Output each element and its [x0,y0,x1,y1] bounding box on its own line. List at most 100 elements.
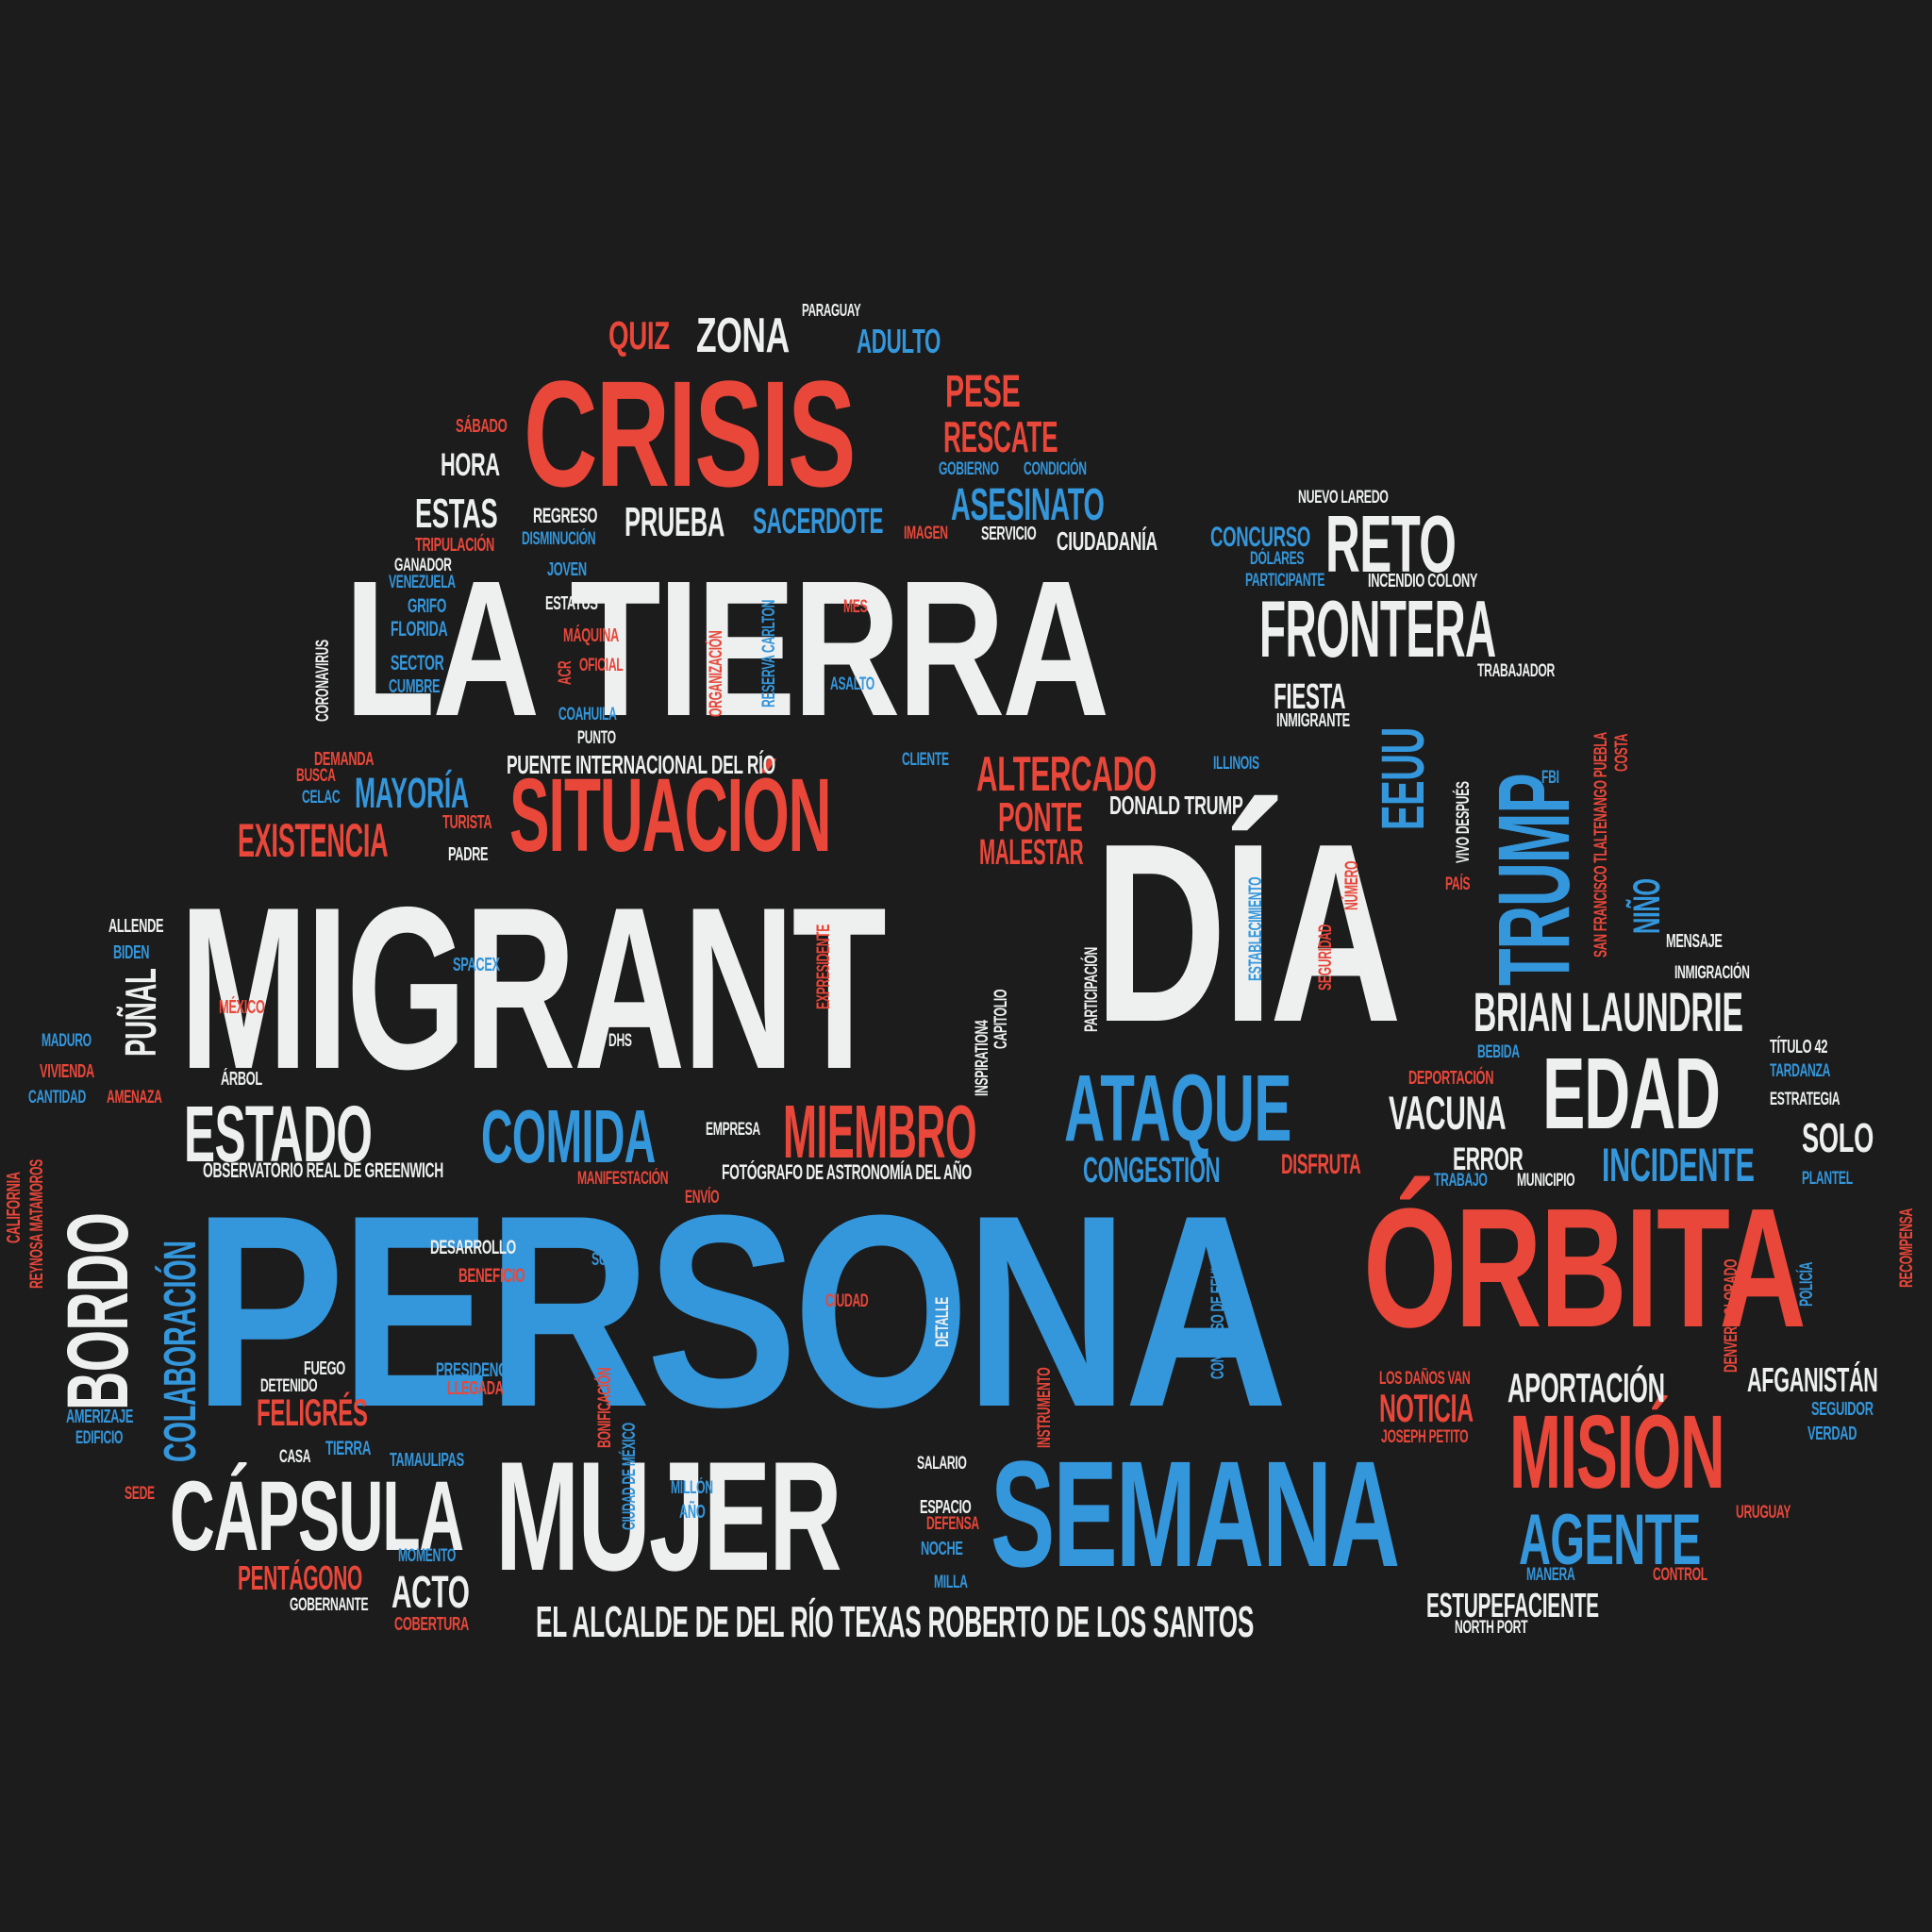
word-control: CONTROL [1653,1565,1707,1585]
word-amerizaje: AMERIZAJE [66,1407,134,1427]
word-ciudad: CIUDAD [825,1291,869,1311]
word-disminucion: DISMINUCIÓN [522,529,596,549]
word-acr: ACR [556,660,575,685]
word-aportacion: APORTACIÓN [1507,1365,1665,1411]
word-salario: SALARIO [917,1454,967,1474]
word-municipio: MUNICIPIO [1517,1171,1575,1191]
word-quiz: QUIZ [608,313,670,358]
word-ataque: ATAQUE [1064,1056,1291,1161]
word-prueba: PRUEBA [625,499,725,545]
word-bebida: BEBIDA [1477,1042,1520,1062]
word-reto: RETO [1325,500,1457,590]
word-joven: JOVEN [547,559,587,580]
word-regreso: REGRESO [533,504,598,527]
word-estupefaciente: ESTUPEFACIENTE [1426,1586,1599,1624]
word-padre: PADRE [448,844,489,865]
word-mes: MES [843,597,868,617]
word-pentagono: PENTÁGONO [238,1558,362,1597]
word-bordo: BORDO [50,1212,146,1410]
word-fbi: FBI [1541,768,1559,788]
word-acto: ACTO [391,1568,470,1618]
word-expresidente: EXPRESIDENTE [814,924,834,1009]
word-california: CALIFORNIA [4,1172,25,1243]
word-trabajo: TRABAJO [1434,1171,1488,1191]
word-participacion: PARTICIPACIÓN [1082,947,1102,1032]
word-tamaulipas: TAMAULIPAS [390,1450,464,1471]
word-fotografo: FOTÓGRAFO DE ASTRONOMÍA DEL AÑO [722,1160,972,1184]
word-vivo-despues: VIVO DESPUÉS [1454,781,1474,863]
word-hora: HORA [441,447,500,483]
word-dia: DÍA [1094,791,1402,1075]
word-cumbre: CUMBRE [389,676,441,697]
word-envio: ENVÍO [685,1188,720,1208]
word-eeuu: EEUU [1369,726,1437,830]
word-arbol: ÁRBOL [221,1069,262,1090]
word-orbita: ÓRBITA [1363,1174,1807,1363]
word-estado: ESTADO [184,1090,373,1178]
word-joseph-petito: JOSEPH PETITO [1381,1427,1469,1447]
word-agente: AGENTE [1519,1500,1701,1580]
word-policia: POLICÍA [1797,1261,1817,1307]
word-ciudad-mexico: CIUDAD DE MÉXICO [620,1423,640,1530]
word-participante: PARTICIPANTE [1245,571,1325,591]
word-san-francisco: SAN FRANCISCO TLALTENANGO PUEBLA [1591,732,1611,958]
word-uruguay: URUGUAY [1736,1503,1791,1523]
word-espacio: ESPACIO [920,1497,972,1518]
word-capsula: CÁPSULA [170,1461,464,1572]
word-dhs: DHS [608,1031,632,1051]
word-manera: MANERA [1526,1565,1575,1585]
word-edad: EDAD [1542,1036,1721,1150]
word-solo: SOLO [1802,1115,1874,1161]
word-nino: NIÑO [1626,878,1668,934]
word-milla: MILLA [934,1573,968,1592]
word-gobernante: GOBERNANTE [290,1595,369,1615]
word-inmigracion: INMIGRACIÓN [1674,963,1750,983]
word-feligres: FELIGRÉS [257,1392,368,1434]
word-inmigrante: INMIGRANTE [1276,710,1350,731]
word-edificio: EDIFICIO [75,1428,124,1448]
word-reynosa: REYNOSA MATAMOROS [27,1159,47,1289]
word-miembro: MIEMBRO [783,1090,977,1174]
word-maquina: MÁQUINA [563,625,619,646]
word-observatorio: OBSERVATORIO REAL DE GREENWICH [203,1158,443,1182]
word-ano: AÑO [679,1502,706,1523]
word-los-danos: LOS DAÑOS VAN [1379,1369,1471,1389]
word-llegada: LLEGADA [447,1378,504,1399]
word-disfruta: DISFRUTA [1281,1149,1361,1180]
word-incendio: INCENDIO COLONY [1368,571,1478,591]
word-migrant: MIGRANT [179,858,887,1117]
word-presidencia: PRESIDENCIA [436,1359,520,1381]
word-mexico: MÉXICO [219,997,265,1018]
word-malestar: MALESTAR [979,833,1084,873]
word-asesinato: ASESINATO [951,480,1105,530]
word-grifo: GRIFO [408,595,446,617]
word-punal: PUÑAL [116,968,165,1057]
word-oficial: OFICIAL [579,656,624,675]
word-demanda: DEMANDA [314,749,375,770]
word-comida: COMIDA [481,1094,656,1178]
word-recompensa: RECOMPENSA [1897,1208,1917,1288]
word-nuevo-laredo: NUEVO LAREDO [1298,488,1389,508]
word-la-tierra: LA TIERRA [344,541,1109,757]
word-north-port: NORTH PORT [1455,1618,1528,1638]
word-afganistan: AFGANISTÁN [1747,1360,1878,1399]
word-noticia: NOTICIA [1379,1386,1474,1430]
word-ciudadania: CIUDADANÍA [1057,526,1158,556]
word-vacuna: VACUNA [1389,1087,1507,1140]
word-capitolio: CAPITOLIO [991,989,1011,1049]
word-mision: MISIÓN [1509,1394,1725,1510]
word-fuego: FUEGO [304,1358,345,1379]
word-altercado: ALTERCADO [976,747,1157,802]
word-congestion: CONGESTIÓN [1083,1151,1221,1191]
word-ganador: GANADOR [394,556,452,575]
word-imagen: IMAGEN [904,524,948,543]
word-noche: NOCHE [921,1539,963,1559]
word-mensaje: MENSAJE [1666,931,1723,952]
word-tierra: TIERRA [325,1438,372,1459]
word-illinois: ILLINOIS [1213,754,1259,774]
word-adulto: ADULTO [857,322,941,360]
word-celac: CELAC [302,788,341,808]
word-trump: TRUMP [1476,774,1591,986]
word-donald-trump: DONALD TRUMP [1109,791,1243,820]
word-manifestacion: MANIFESTACIÓN [577,1169,669,1189]
